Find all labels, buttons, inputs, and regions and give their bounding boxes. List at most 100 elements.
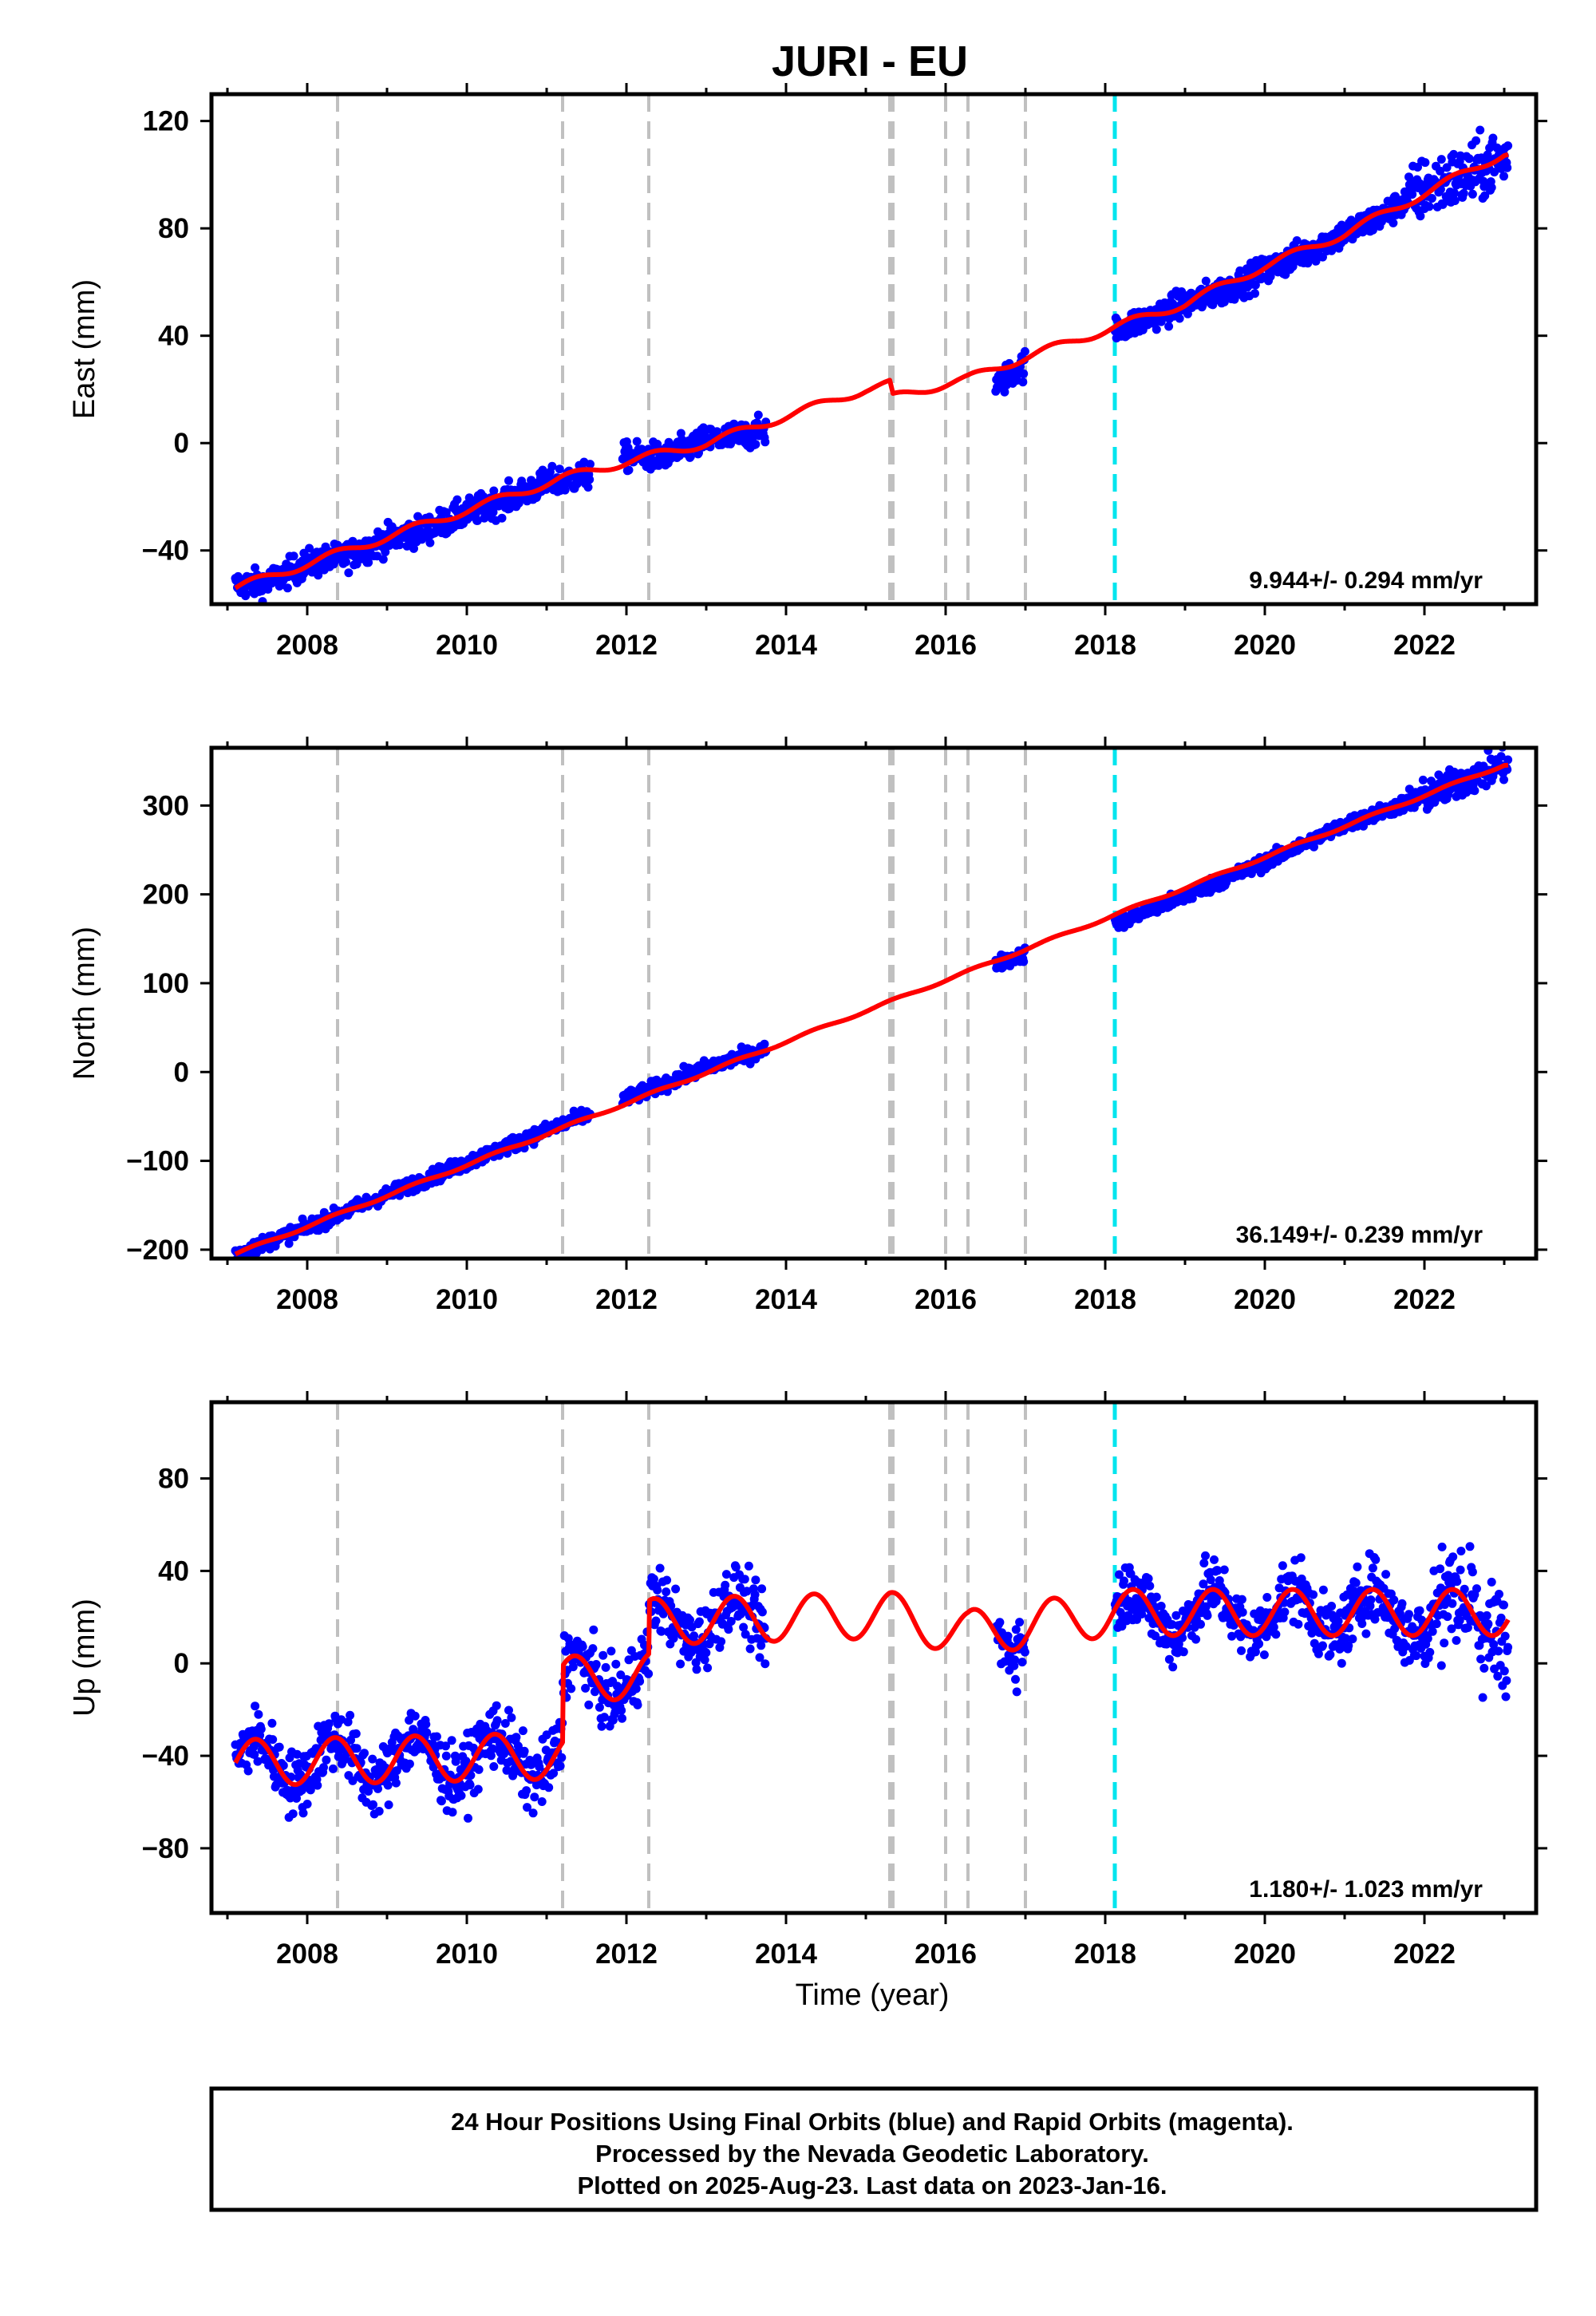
observation-point xyxy=(676,1659,685,1669)
observation-point xyxy=(348,536,358,546)
observation-point xyxy=(1292,236,1302,245)
observation-point xyxy=(1499,1600,1508,1610)
panel-east: 2008 2010 2012 2014 2016 2018 2020 2022 −40 0 40 80… xyxy=(68,83,1547,661)
x-tick-label: 2018 xyxy=(1074,630,1136,661)
observation-point xyxy=(757,1607,767,1617)
observation-point xyxy=(1271,1630,1281,1639)
observation-point xyxy=(337,1715,346,1725)
plot-frame xyxy=(209,1400,1539,1915)
model-line xyxy=(234,152,1510,591)
observation-point xyxy=(1156,1602,1166,1611)
x-tick-label: 2014 xyxy=(755,630,817,661)
observation-point xyxy=(1481,781,1491,791)
observation-point xyxy=(1152,1592,1161,1602)
observation-point xyxy=(760,437,770,447)
rate-label: 36.149+/- 0.239 mm/yr xyxy=(1236,1222,1483,1248)
rate-label: 9.944+/- 0.294 mm/yr xyxy=(1249,567,1483,594)
observation-point xyxy=(1437,1542,1447,1551)
observation-point xyxy=(1213,1566,1223,1575)
observation-point xyxy=(689,1631,699,1641)
observation-point xyxy=(1250,289,1259,298)
observation-point xyxy=(633,1700,642,1709)
observation-point xyxy=(374,1807,384,1816)
observation-point xyxy=(1456,1565,1465,1575)
observation-point xyxy=(451,1757,460,1766)
observation-point xyxy=(1476,125,1485,135)
observation-points xyxy=(231,125,1513,604)
observation-point xyxy=(618,1713,626,1723)
y-tick-label: 40 xyxy=(158,1555,189,1587)
observation-point xyxy=(268,1735,278,1745)
observation-point xyxy=(1418,775,1428,785)
observation-point xyxy=(1017,1658,1027,1667)
observation-point xyxy=(251,563,260,572)
observation-point xyxy=(1219,1565,1229,1575)
observation-point xyxy=(429,1762,438,1772)
observation-point xyxy=(292,1749,302,1759)
x-tick-label: 2014 xyxy=(755,1939,817,1970)
observation-point xyxy=(1152,325,1161,334)
x-tick-label: 2008 xyxy=(276,630,338,661)
observation-point xyxy=(391,1778,401,1788)
observation-point xyxy=(598,1650,608,1660)
observation-point xyxy=(567,1684,576,1694)
observation-point xyxy=(324,1719,334,1729)
x-tick-label: 2012 xyxy=(595,1284,658,1315)
observation-point xyxy=(560,485,570,495)
observation-point xyxy=(1432,1619,1441,1629)
observation-point xyxy=(1449,149,1459,159)
observation-point xyxy=(753,410,763,420)
y-tick-label: −100 xyxy=(126,1146,189,1177)
observation-point xyxy=(1495,1590,1503,1599)
observation-point xyxy=(364,558,373,567)
observation-point xyxy=(751,1575,760,1585)
observation-point xyxy=(635,1677,645,1686)
observation-point xyxy=(713,427,721,437)
observation-point xyxy=(1171,1611,1181,1620)
observation-point xyxy=(742,1587,752,1596)
observation-point xyxy=(1468,189,1477,199)
observation-point xyxy=(1137,1610,1147,1618)
observation-point xyxy=(1488,133,1498,143)
y-tick-label: 200 xyxy=(143,879,189,911)
observation-point xyxy=(1428,1626,1437,1636)
observation-point xyxy=(1478,1693,1487,1702)
observation-point xyxy=(437,1796,446,1806)
observation-point xyxy=(432,1732,441,1741)
observation-point xyxy=(1436,1661,1446,1670)
observation-point xyxy=(504,1705,513,1715)
observation-point xyxy=(1120,1576,1128,1586)
y-tick-label: −40 xyxy=(142,1741,189,1772)
observation-point xyxy=(1250,280,1260,290)
observation-point xyxy=(544,1783,554,1792)
observation-point xyxy=(585,475,595,484)
observation-point xyxy=(1499,1666,1509,1676)
observation-point xyxy=(1476,1654,1486,1664)
observation-point xyxy=(739,1622,749,1632)
observation-point xyxy=(583,483,593,492)
observation-point xyxy=(589,1625,598,1634)
observation-point xyxy=(1427,777,1436,786)
observation-point xyxy=(488,508,498,517)
observation-point xyxy=(486,1751,496,1761)
observation-point xyxy=(256,1725,266,1734)
model-line xyxy=(234,762,1510,1257)
observation-point xyxy=(1020,346,1029,356)
observation-point xyxy=(518,1726,527,1736)
x-tick-label: 2016 xyxy=(915,1939,977,1970)
x-tick-label: 2016 xyxy=(915,630,977,661)
observation-point xyxy=(1452,1577,1462,1587)
observation-point xyxy=(1483,1619,1493,1629)
observation-point xyxy=(1156,317,1166,326)
observation-point xyxy=(721,1580,730,1590)
observation-point xyxy=(1502,1676,1511,1686)
observation-point xyxy=(322,1755,331,1765)
observation-point xyxy=(1465,1542,1475,1551)
observation-point xyxy=(701,1648,711,1658)
observation-point xyxy=(504,476,513,485)
observation-point xyxy=(1503,1642,1513,1652)
observation-point xyxy=(1371,1555,1381,1564)
observation-point xyxy=(1015,1618,1025,1627)
footer-line-3: Plotted on 2025-Aug-23. Last data on 202… xyxy=(577,2172,1167,2199)
x-tick-label: 2008 xyxy=(276,1939,338,1970)
